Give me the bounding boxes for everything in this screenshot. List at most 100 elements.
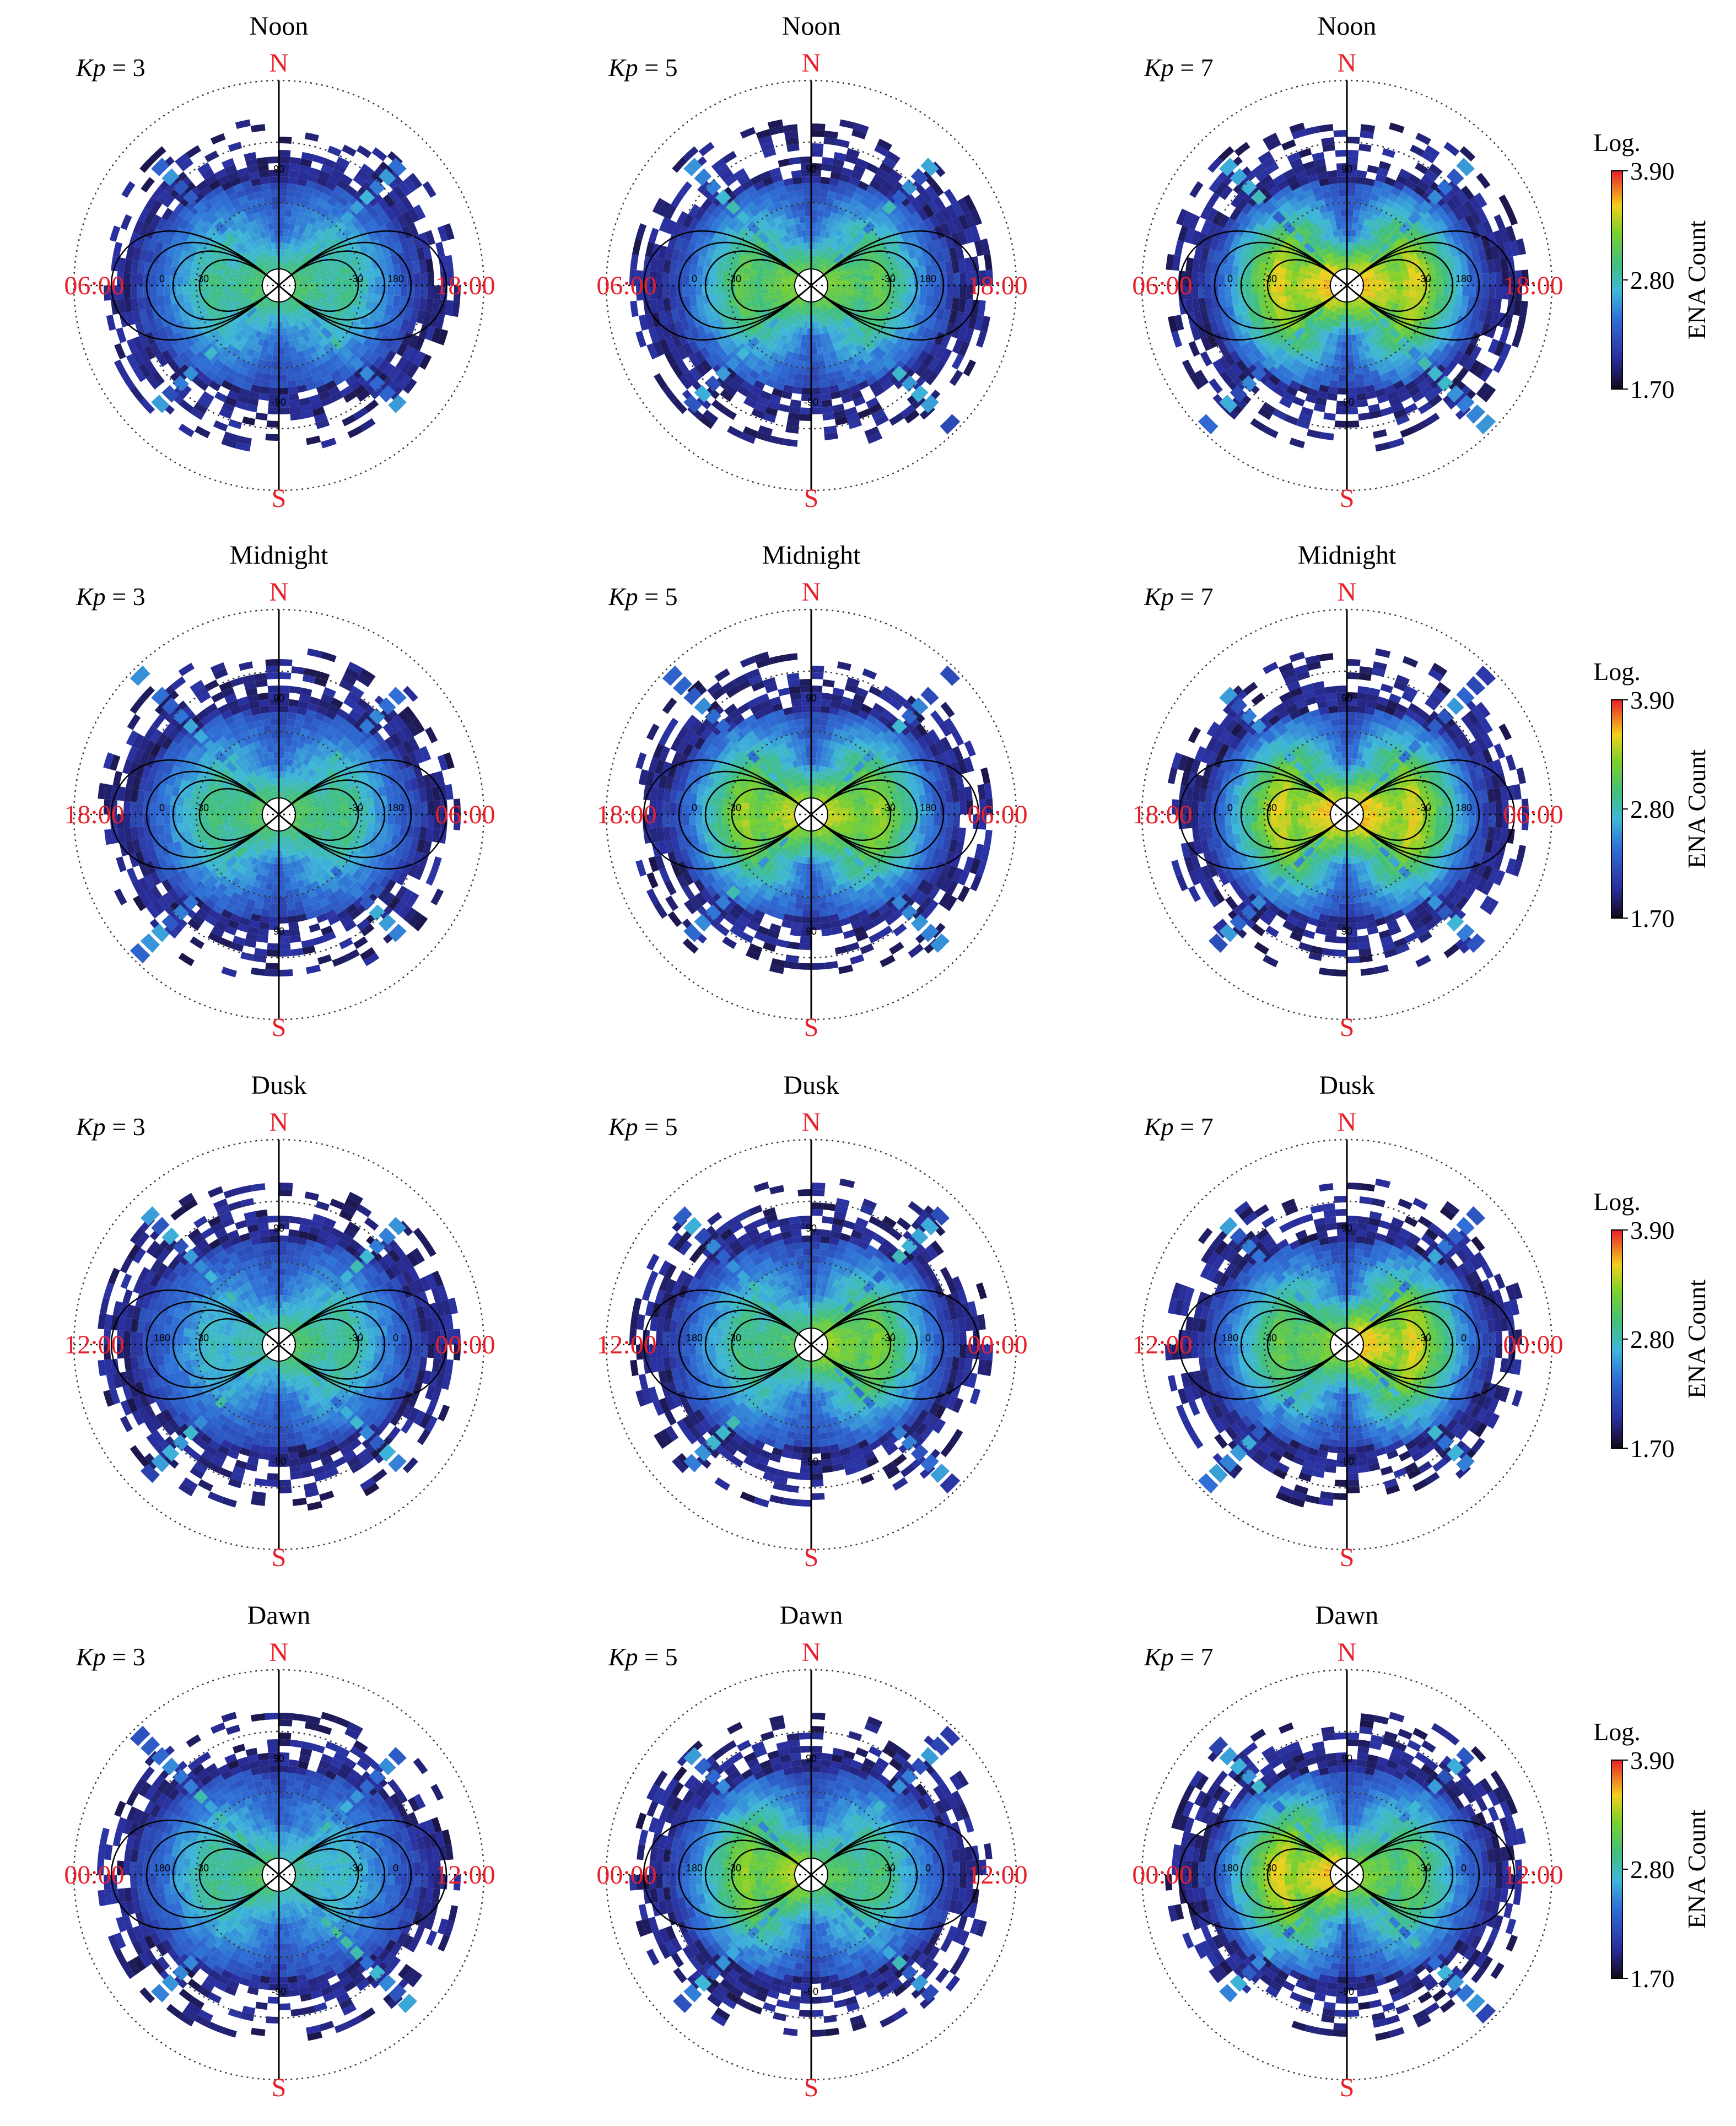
ena-bin [163, 275, 170, 285]
ena-bin [319, 223, 328, 233]
ena-bin [362, 211, 374, 223]
ena-bin [123, 285, 131, 299]
ena-bin [1347, 157, 1358, 164]
ena-bin [265, 360, 272, 368]
ena-bin [210, 267, 218, 275]
ena-bin [288, 170, 299, 178]
ena-bin [382, 194, 396, 208]
ena-bin [1353, 209, 1360, 217]
ena-bin [306, 435, 321, 445]
inner-tick-label: 0 [159, 273, 165, 284]
ena-bin [778, 403, 790, 413]
ena-bin [292, 261, 298, 268]
ena-bin [315, 278, 322, 283]
ena-bin [373, 202, 385, 215]
inner-tick-label: -30 [195, 273, 209, 284]
ena-bin [926, 285, 934, 296]
inner-tick-label: 180 [387, 273, 404, 284]
ena-bin [1355, 190, 1364, 198]
ena-bin [300, 234, 307, 243]
left-time-label: 06:00 [1132, 271, 1192, 300]
ena-bin [235, 189, 246, 199]
ena-bin [279, 203, 287, 210]
ena-bin [427, 801, 434, 814]
ena-bin [899, 293, 907, 303]
ena-bin [254, 240, 261, 249]
ena-bin [1459, 146, 1476, 162]
ena-bin [279, 209, 285, 217]
ena-bin [797, 360, 805, 368]
ena-bin [228, 142, 242, 152]
ena-bin [288, 266, 294, 273]
ena-bin [190, 293, 198, 301]
ena-bin [1443, 142, 1460, 157]
ena-bin [264, 258, 269, 266]
ena-bin [267, 157, 279, 164]
ena-bin [384, 207, 396, 221]
ena-bin [1396, 285, 1403, 290]
ena-bin [799, 347, 806, 355]
ena-bin [1455, 285, 1463, 296]
ena-bin [253, 268, 260, 274]
ena-bin [435, 241, 445, 257]
ena-bin [212, 185, 224, 196]
ena-bin [1352, 216, 1359, 224]
ena-bin [874, 279, 881, 285]
ena-bin [269, 183, 279, 190]
ena-bin [199, 257, 208, 266]
ena-bin [1281, 139, 1296, 151]
ena-bin [262, 373, 271, 381]
ena-bin [229, 289, 237, 294]
ena-bin [279, 242, 283, 250]
ena-bin [250, 206, 260, 214]
ena-bin [179, 207, 191, 219]
ena-bin [244, 222, 252, 231]
ena-bin [412, 234, 423, 249]
ena-bin [289, 399, 300, 408]
ena-bin [333, 185, 346, 196]
ena-bin [236, 282, 243, 285]
ena-bin [184, 223, 195, 234]
ena-bin [305, 222, 314, 231]
ena-bin [135, 234, 145, 249]
ena-bin [630, 300, 639, 317]
ena-bin [290, 238, 296, 245]
ena-bin [748, 285, 756, 291]
ena-bin [234, 261, 242, 267]
ena-bin [290, 260, 296, 267]
ena-bin [242, 239, 251, 248]
ena-bin [839, 119, 855, 129]
ena-bin [279, 176, 289, 184]
ena-bin [403, 177, 417, 193]
ena-bin [368, 277, 375, 285]
ena-bin [811, 183, 821, 190]
ena-bin [1403, 285, 1410, 291]
ena-bin [241, 216, 250, 225]
ena-bin [324, 227, 333, 236]
ena-bin [300, 273, 307, 278]
ena-bin [847, 285, 854, 289]
ena-bin [269, 381, 279, 388]
ena-bin [307, 201, 317, 211]
ena-bin [1339, 196, 1347, 203]
ena-bin [246, 192, 256, 202]
ena-bin [1347, 381, 1356, 388]
inner-tick-label: -30 [349, 273, 363, 284]
ena-bin [374, 285, 381, 295]
ena-bin [256, 281, 263, 284]
ena-bin [1347, 420, 1360, 428]
ena-bin [179, 158, 194, 172]
ena-bin [1435, 268, 1443, 278]
ena-bin [802, 190, 811, 197]
ena-bin [301, 278, 309, 282]
ena-bin [371, 239, 382, 251]
ena-bin [800, 157, 811, 164]
ena-bin [256, 277, 263, 282]
ena-bin [260, 386, 270, 395]
ena-bin [422, 181, 436, 198]
ena-bin [252, 212, 261, 220]
ena-bin [933, 285, 940, 297]
ena-bin [246, 267, 254, 273]
ena-bin [379, 211, 391, 224]
ena-bin [778, 158, 790, 168]
